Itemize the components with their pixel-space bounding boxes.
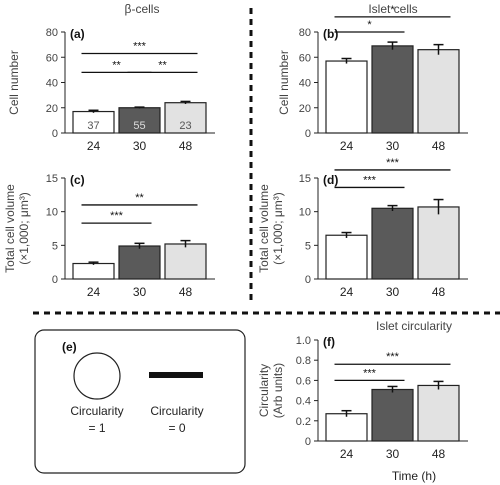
significance-label: *** (363, 174, 377, 186)
section-title-beta-cells: β-cells (125, 2, 160, 16)
bar-count-label: 23 (179, 120, 191, 132)
y-tick-label: 40 (46, 78, 58, 90)
bar-24 (72, 262, 115, 280)
x-tick-label: 48 (179, 285, 193, 299)
bar-24 (325, 234, 368, 280)
x-tick-label: 24 (340, 285, 354, 299)
y-axis-label-line2: (×1,000; μm³) (17, 192, 31, 265)
bar-30 (118, 107, 161, 134)
y-axis-label-line1: Total cell volume (257, 184, 271, 273)
bar-48 (417, 49, 460, 134)
x-tick-label: 30 (386, 447, 400, 461)
y-tick-label: 5 (305, 240, 311, 252)
significance-label: * (367, 19, 372, 31)
y-tick-label: 20 (299, 103, 311, 115)
y-axis-label-line1: Circularity (257, 364, 271, 417)
circularity-legend-box: (e) Circularity = 1 Circularity = 0 (34, 329, 246, 474)
significance-label: ** (135, 192, 144, 204)
y-axis-label-line2: (Arb units) (271, 363, 285, 418)
chart-panel-d: 0 5 10 15 Total cell volume (×1,000; μm³) (d) 2… (257, 157, 468, 299)
y-tick-label: 15 (46, 173, 58, 185)
x-axis-label: Time (h) (392, 469, 436, 483)
y-tick-label: 10 (299, 207, 311, 219)
y-tick-label: 0 (305, 436, 311, 448)
chart-panel-c: 0 5 10 15 Total cell volume (×1,000; μm³) (c) 2… (3, 173, 215, 299)
panel-letter: (d) (323, 173, 338, 187)
y-axis-label-line1: Total cell volume (3, 184, 17, 273)
y-axis-label: Cell number (7, 50, 21, 115)
x-tick-label: 24 (87, 139, 101, 153)
legend-panel-letter: (e) (62, 340, 77, 354)
circle-label-line2: = 1 (88, 421, 105, 435)
bar-30 (118, 245, 161, 280)
significance-label: ** (112, 59, 121, 71)
panel-letter: (a) (70, 27, 85, 41)
significance-label: *** (386, 351, 400, 363)
significance-label: *** (386, 157, 400, 169)
x-tick-label: 48 (432, 285, 446, 299)
y-tick-label: 0 (52, 274, 58, 286)
x-tick-label: 24 (87, 285, 101, 299)
y-axis-label-line2: (×1,000; μm³) (271, 192, 285, 265)
panel-letter: (b) (323, 27, 338, 41)
significance-label: *** (110, 210, 124, 222)
y-tick-label: 10 (46, 207, 58, 219)
line-label-line1: Circularity (150, 404, 203, 418)
bar-count-label: 37 (87, 120, 99, 132)
bar-30 (371, 207, 414, 280)
line-label-line2: = 0 (168, 421, 185, 435)
y-tick-label: 80 (46, 27, 58, 39)
y-tick-label: 15 (299, 173, 311, 185)
significance-label: ** (158, 59, 167, 71)
y-tick-label: 0 (305, 274, 311, 286)
line-shape-icon (149, 372, 203, 378)
circle-label-line1: Circularity (70, 404, 123, 418)
y-tick-label: 0.6 (296, 375, 311, 387)
x-tick-label: 48 (432, 139, 446, 153)
bar-30 (371, 45, 414, 134)
significance-label: *** (133, 40, 147, 52)
y-tick-label: 1.0 (296, 335, 311, 347)
y-tick-label: 0 (305, 128, 311, 140)
y-tick-label: 80 (299, 27, 311, 39)
panel-letter: (f) (323, 335, 335, 349)
x-tick-label: 48 (179, 139, 193, 153)
circle-shape-icon (73, 352, 121, 400)
bar-24 (325, 413, 368, 442)
y-tick-label: 5 (52, 240, 58, 252)
y-tick-label: 0 (52, 128, 58, 140)
chart-panel-f: 0 0.2 0.4 0.6 0.8 1.0 Circularity (Arb units) (f… (257, 335, 468, 461)
significance-label: *** (363, 367, 377, 379)
x-tick-label: 48 (432, 447, 446, 461)
y-axis-label: Cell number (277, 50, 291, 115)
y-tick-label: 0.2 (296, 416, 311, 428)
chart-panel-b: 0 20 40 60 80 Cell number (b) 24 30 48 * * (277, 4, 468, 153)
bar-48 (164, 102, 207, 134)
x-tick-label: 30 (133, 285, 147, 299)
x-tick-label: 30 (386, 139, 400, 153)
y-tick-label: 0.4 (296, 396, 311, 408)
x-tick-label: 30 (133, 139, 147, 153)
y-tick-label: 60 (46, 52, 58, 64)
x-tick-label: 24 (340, 139, 354, 153)
bar-count-label: 55 (133, 120, 145, 132)
x-tick-label: 30 (386, 285, 400, 299)
bar-30 (371, 388, 414, 442)
bar-48 (417, 206, 460, 280)
panel-letter: (c) (70, 173, 85, 187)
section-title-islet-cells: Islet cells (368, 2, 417, 16)
y-tick-label: 60 (299, 52, 311, 64)
y-tick-label: 20 (46, 103, 58, 115)
bar-48 (417, 384, 460, 442)
section-title-islet-circularity: Islet circularity (376, 319, 452, 333)
y-tick-label: 0.8 (296, 355, 311, 367)
x-tick-label: 24 (340, 447, 354, 461)
significance-label: * (390, 4, 395, 16)
bar-48 (164, 243, 207, 280)
y-tick-label: 40 (299, 78, 311, 90)
bar-24 (325, 60, 368, 134)
